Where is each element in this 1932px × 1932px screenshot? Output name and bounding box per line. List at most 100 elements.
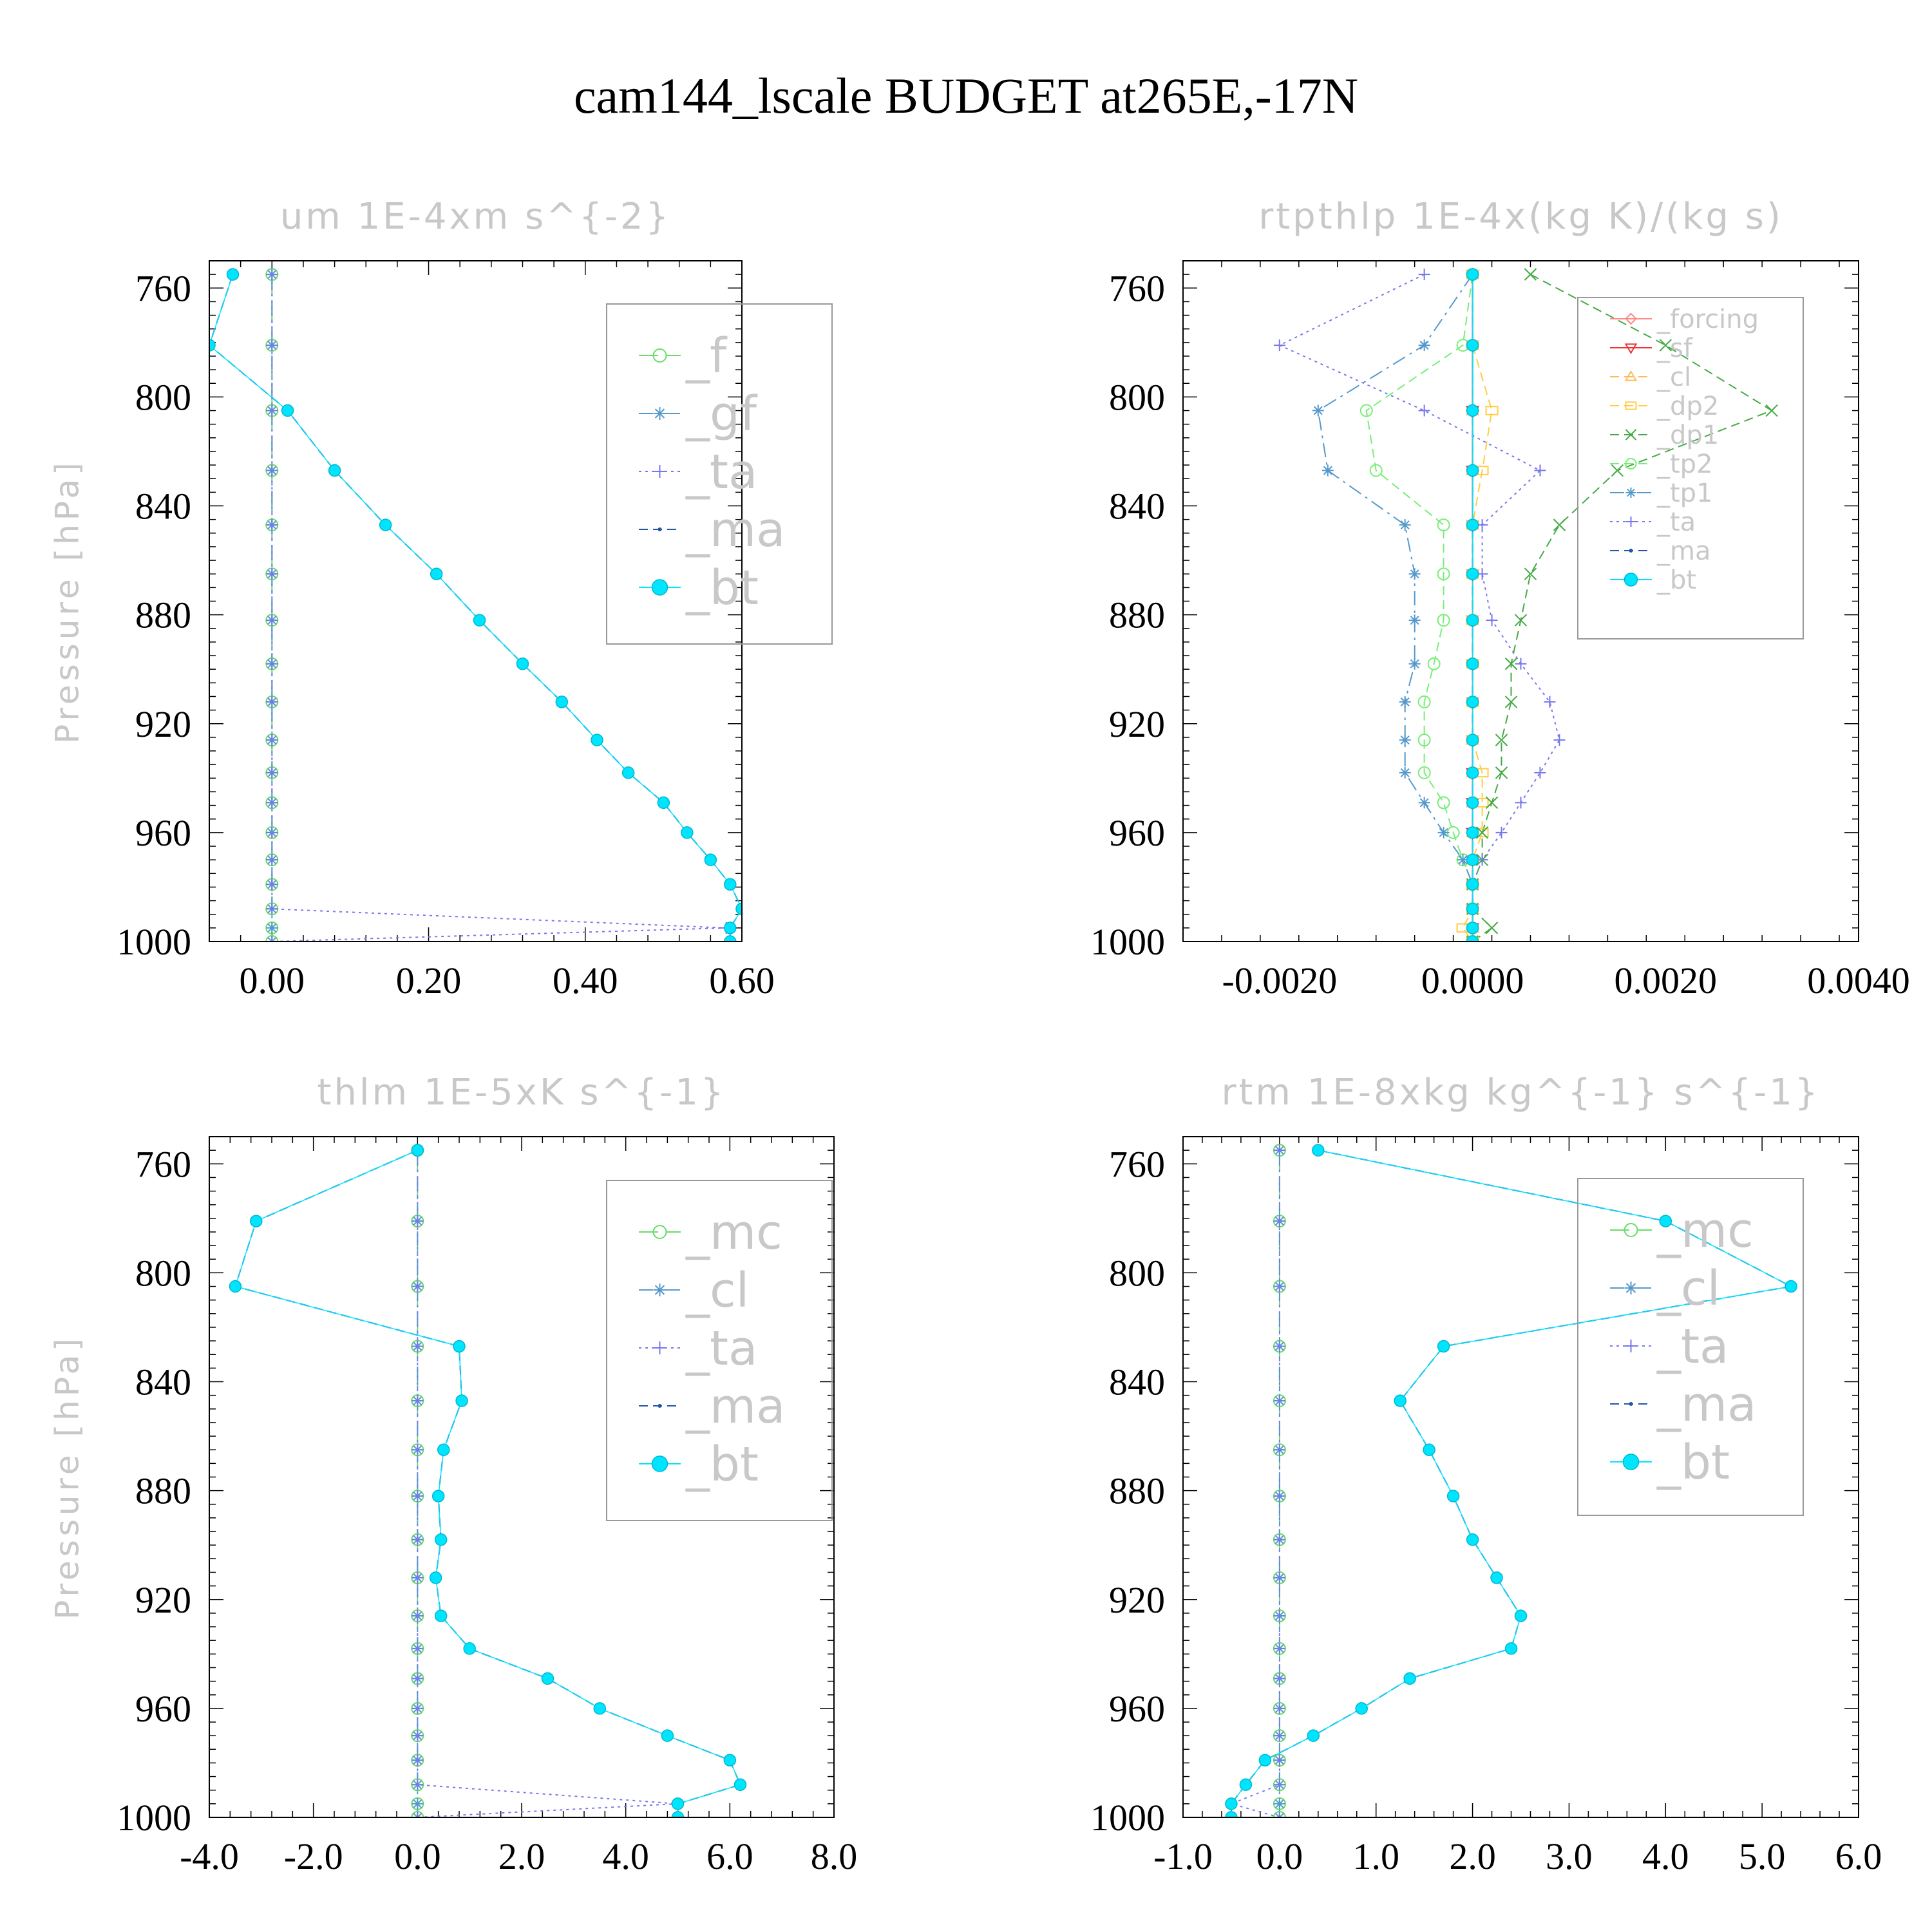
data-point (1225, 1811, 1238, 1817)
data-point (1273, 339, 1285, 352)
data-point (412, 1215, 424, 1227)
plot-frame (209, 1136, 835, 1818)
x-tick-label: 4.0 (1642, 1835, 1689, 1877)
y-tick-label: 1000 (117, 1797, 191, 1839)
data-point (1504, 658, 1518, 670)
legend-label: _gf (685, 386, 758, 442)
data-point (1466, 935, 1479, 942)
data-point (1437, 796, 1450, 810)
legend: _mc_cl_ta_ma_bt (1577, 1178, 1804, 1516)
x-tick-label: 0.0 (1256, 1835, 1303, 1877)
x-tick-label: -4.0 (180, 1835, 239, 1877)
data-point (1408, 658, 1421, 670)
data-point (1437, 567, 1450, 581)
legend-box (1577, 297, 1804, 639)
data-point (266, 339, 278, 352)
data-point (1239, 1778, 1253, 1792)
chart-panel: rtm 1E-8xkg kg^{-1} s^{-1} Pressure [hPa]… (49, 1072, 1882, 1877)
data-point (266, 658, 278, 670)
data-point (1417, 766, 1431, 779)
data-point (1418, 269, 1430, 281)
legend-label: _forcing (1656, 305, 1759, 334)
data-point (1524, 268, 1537, 281)
data-point (516, 657, 529, 670)
data-point (1437, 1340, 1450, 1353)
x-tick-label: 2.0 (1449, 1835, 1496, 1877)
data-point (1321, 464, 1334, 477)
data-point (1273, 1702, 1285, 1714)
legend-label: _cl (685, 1263, 749, 1318)
chart-panel: rtpthlp 1E-4x(kg K)/(kg s) Pressure [hPa]… (49, 196, 1910, 1001)
data-point (1544, 696, 1556, 708)
data-point (437, 1443, 450, 1456)
data-point (412, 1797, 424, 1810)
legend-label: _ma (685, 502, 785, 558)
data-point (1485, 406, 1499, 415)
data-point (1466, 464, 1479, 477)
y-tick-label: 760 (135, 1143, 191, 1185)
chart-panel: um 1E-4xm s^{-2} Pressure [hPa] 760 800 840 8… (49, 196, 833, 1001)
data-point (621, 766, 635, 779)
data-point (1514, 614, 1528, 627)
legend-label: _bt (1656, 565, 1696, 595)
x-tick-label: -2.0 (284, 1835, 343, 1877)
data-point (1446, 1490, 1460, 1502)
legend: _mc_cl_ta_ma_bt (606, 1180, 833, 1521)
data-point (229, 1280, 242, 1293)
data-point (1466, 614, 1479, 627)
data-point (1273, 1444, 1285, 1456)
legend-box (1577, 1178, 1804, 1516)
data-point (1273, 1754, 1285, 1766)
y-tick-label: 800 (135, 376, 191, 418)
y-tick-label: 960 (135, 812, 191, 854)
data-point (541, 1672, 554, 1685)
legend-marker (653, 1283, 667, 1296)
panel-title: rtm 1E-8xkg kg^{-1} s^{-1} (1221, 1072, 1820, 1113)
legend-marker (1625, 312, 1637, 325)
legend-marker (658, 527, 662, 531)
legend-label: _ta (1656, 507, 1696, 537)
data-point (734, 1778, 747, 1792)
data-point (1466, 268, 1479, 281)
data-point (1514, 1609, 1528, 1622)
data-point (1524, 567, 1537, 580)
y-tick-label: 760 (1109, 1143, 1165, 1185)
legend-label: _cl (1656, 363, 1691, 392)
data-point (671, 1811, 685, 1817)
data-point (412, 1642, 424, 1654)
data-point (328, 464, 341, 477)
legend-marker (1629, 1402, 1633, 1406)
data-point (1273, 1642, 1285, 1654)
data-point (1495, 826, 1508, 838)
data-point (1659, 1215, 1672, 1227)
x-tick-label: 6.0 (706, 1835, 753, 1877)
data-point (1486, 614, 1498, 627)
legend-marker (1624, 1223, 1638, 1237)
data-point (1399, 734, 1411, 746)
legend-box (606, 1180, 833, 1521)
data-point (266, 464, 278, 477)
data-point (1466, 734, 1479, 746)
data-point (1515, 797, 1527, 809)
data-point (1427, 657, 1441, 670)
legend-marker (1625, 516, 1636, 527)
data-point (1466, 1533, 1479, 1546)
legend-label: _ta (685, 1321, 757, 1376)
data-point (1504, 1642, 1518, 1655)
data-point (555, 696, 569, 708)
data-point (412, 1730, 424, 1742)
legend-label: _mc (1656, 1203, 1754, 1258)
y-tick-label: 960 (1109, 1688, 1165, 1730)
legend-box (606, 303, 833, 645)
legend-marker (1624, 1282, 1638, 1294)
legend-label: _cl (1656, 1261, 1720, 1316)
y-tick-label: 800 (1109, 1252, 1165, 1294)
data-point (1659, 339, 1672, 352)
data-point (266, 903, 278, 915)
chart-panels: um 1E-4xm s^{-2} Pressure [hPa] 760 800 840 8… (49, 196, 1910, 1877)
plot-frame (209, 260, 743, 942)
x-tick-label: 0.0040 (1807, 960, 1910, 1001)
data-point (266, 878, 278, 891)
legend: _f_gf_ta_ma_bt (606, 303, 833, 645)
data-point (1273, 1144, 1285, 1157)
